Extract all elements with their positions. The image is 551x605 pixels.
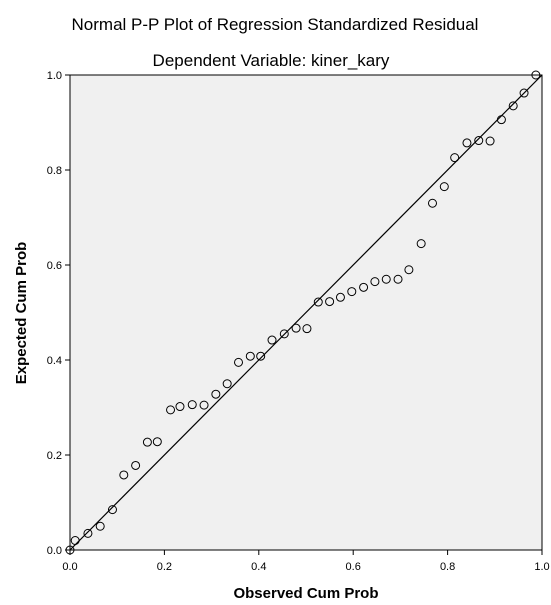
data-point <box>95 521 105 531</box>
data-point <box>370 277 380 287</box>
chart-subtitle: Dependent Variable: kiner_kary <box>153 51 390 70</box>
data-point <box>485 136 495 146</box>
data-point <box>107 505 117 515</box>
data-point <box>279 329 289 339</box>
reference-line <box>69 74 543 551</box>
y-tick-label: 0.4 <box>47 355 62 367</box>
data-points <box>65 70 541 555</box>
x-tick-label: 0.6 <box>346 561 361 573</box>
data-point <box>267 335 277 345</box>
data-point <box>416 239 426 249</box>
data-point <box>131 460 141 470</box>
data-point <box>313 297 323 307</box>
data-point <box>222 379 232 389</box>
data-point <box>175 402 185 412</box>
y-axis-title: Expected Cum Prob <box>13 242 30 385</box>
x-tick-label: 1.0 <box>534 561 549 573</box>
data-point <box>359 282 369 292</box>
data-point <box>291 323 301 333</box>
data-point <box>142 437 152 447</box>
data-point <box>83 528 93 538</box>
data-point <box>462 138 472 148</box>
data-point <box>152 437 162 447</box>
x-axis-ticks: 0.0 0.2 0.4 0.6 0.8 1.0 <box>62 550 550 573</box>
y-tick-label: 0.8 <box>47 165 62 177</box>
data-point <box>245 351 255 361</box>
data-point <box>531 70 541 80</box>
data-point <box>404 265 414 275</box>
x-axis-title: Observed Cum Prob <box>233 585 378 602</box>
data-point <box>427 198 437 208</box>
data-point <box>187 400 197 410</box>
data-point <box>519 88 529 98</box>
data-point <box>335 292 345 302</box>
data-point <box>70 536 80 545</box>
data-point <box>302 324 312 334</box>
data-point <box>65 545 75 555</box>
y-tick-label: 0.6 <box>47 260 62 272</box>
x-tick-label: 0.8 <box>440 561 455 573</box>
data-point <box>496 115 506 125</box>
y-tick-label: 0.0 <box>47 545 62 557</box>
data-point <box>119 470 129 480</box>
data-point <box>439 182 449 192</box>
data-point <box>450 153 460 163</box>
data-point <box>234 357 244 367</box>
data-point <box>508 101 518 111</box>
chart-title: Normal P-P Plot of Regression Standardiz… <box>72 15 479 34</box>
data-point <box>347 287 357 297</box>
data-point <box>325 297 335 307</box>
y-axis-ticks: 0.0 0.2 0.4 0.6 0.8 1.0 <box>47 70 70 557</box>
data-point <box>199 400 209 410</box>
data-point <box>474 136 484 146</box>
data-point <box>256 351 266 361</box>
x-tick-label: 0.4 <box>251 561 266 573</box>
x-tick-label: 0.0 <box>62 561 77 573</box>
data-point <box>393 274 403 284</box>
y-tick-label: 0.2 <box>47 450 62 462</box>
data-point <box>381 274 391 284</box>
x-tick-label: 0.2 <box>157 561 172 573</box>
y-tick-label: 1.0 <box>47 70 62 82</box>
data-point <box>211 389 221 399</box>
data-point <box>166 405 176 415</box>
